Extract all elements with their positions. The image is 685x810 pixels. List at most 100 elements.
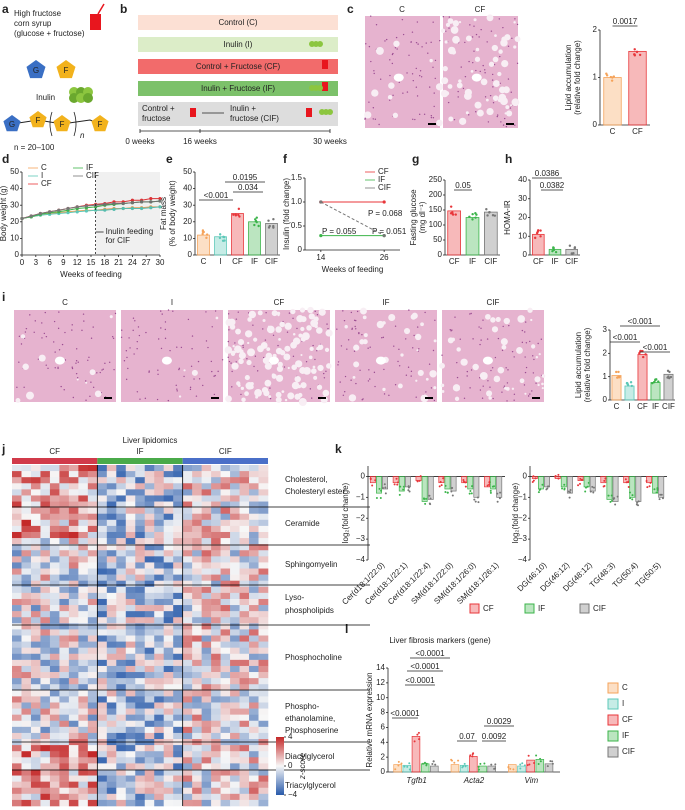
micrograph-texture	[486, 41, 488, 43]
data-point	[425, 762, 428, 765]
micrograph-texture	[191, 348, 193, 350]
micrograph-texture	[513, 356, 515, 358]
bar	[583, 476, 590, 488]
heatmap-cell	[182, 799, 193, 807]
lipid-droplet	[325, 329, 333, 337]
data-point	[103, 208, 107, 212]
legend-swatch	[469, 603, 480, 614]
heatmap-cell	[239, 775, 250, 782]
heatmap-cell	[201, 757, 212, 764]
heatmap-cell	[192, 647, 202, 655]
heatmap-cell	[40, 769, 51, 776]
lipid-droplet	[530, 318, 533, 322]
heatmap-cell	[59, 580, 70, 588]
micrograph-texture	[33, 331, 35, 333]
heatmap-cell	[173, 720, 183, 728]
lipid-droplet	[109, 315, 113, 319]
data-point	[375, 496, 378, 499]
lipid-droplet	[448, 116, 454, 122]
data-point	[474, 216, 477, 219]
bar	[450, 476, 457, 492]
heatmap-cell	[230, 611, 240, 618]
heatmap-cell	[87, 793, 98, 801]
heatmap-cell	[30, 544, 41, 551]
lipid-droplet	[306, 325, 312, 331]
heatmap-cell	[59, 471, 70, 478]
data-point	[614, 503, 617, 506]
heatmap-cell	[220, 562, 231, 569]
heatmap-cell	[220, 465, 231, 472]
micrograph-texture	[160, 310, 162, 312]
heatmap-cell	[201, 501, 212, 508]
heatmap-cell	[239, 471, 250, 478]
heatmap-cell	[258, 745, 269, 752]
group-name: Control (C)	[218, 18, 257, 27]
data-point	[563, 488, 566, 491]
heatmap-cell	[106, 623, 117, 630]
panel-label: d	[2, 152, 9, 166]
data-point	[463, 762, 466, 765]
heatmap-cell	[230, 519, 240, 527]
heatmap-cell	[106, 665, 117, 673]
micrograph-texture	[432, 21, 434, 23]
bar	[382, 476, 388, 490]
micrograph-texture	[401, 18, 404, 21]
heatmap-cell	[12, 598, 22, 606]
heatmap-title: Liver lipidomics	[123, 436, 178, 445]
heatmap-cell	[211, 513, 221, 521]
y-tick-label: −2	[356, 513, 366, 522]
heatmap-cell	[135, 720, 146, 728]
heatmap-cell	[239, 793, 250, 801]
micrograph-texture	[398, 81, 400, 84]
data-point	[523, 764, 526, 767]
micrograph-texture	[501, 349, 504, 352]
x-axis-label: Weeks of feeding	[322, 265, 384, 274]
heatmap-cell	[30, 574, 41, 581]
heatmap-cell	[144, 745, 155, 752]
data-point	[407, 489, 410, 492]
micrograph-texture	[405, 338, 407, 340]
y-tick-label: −1	[356, 492, 366, 501]
heatmap-cell	[239, 605, 250, 612]
data-point	[655, 491, 658, 494]
lipid-droplet	[524, 392, 527, 395]
heatmap-cell	[211, 586, 221, 594]
heatmap-cell	[182, 501, 193, 508]
heatmap-cell	[144, 556, 155, 563]
heatmap-cell	[125, 647, 136, 655]
micrograph-texture	[355, 319, 357, 322]
heatmap-cell	[40, 483, 51, 490]
heatmap-cell	[230, 653, 240, 661]
micrograph-texture	[484, 96, 487, 98]
heatmap-cell	[21, 775, 32, 782]
heatmap-cell	[116, 611, 127, 618]
heatmap-cell	[68, 513, 79, 521]
micrograph-texture	[373, 371, 376, 374]
data-point	[554, 250, 558, 254]
data-point	[382, 234, 386, 238]
heatmap-cell	[12, 720, 22, 728]
fructose-shape	[91, 115, 109, 132]
data-point	[532, 475, 535, 478]
heatmap-cell	[144, 519, 155, 527]
heatmap-cell	[97, 799, 108, 807]
data-point	[379, 497, 382, 500]
heatmap-cell	[12, 745, 22, 752]
heatmap-cell	[78, 598, 89, 606]
heatmap-cell	[249, 702, 259, 709]
heatmap-cell	[116, 720, 127, 728]
micrograph-texture	[469, 387, 471, 389]
micrograph-texture	[418, 348, 420, 350]
lipid-droplet	[513, 21, 516, 24]
data-point	[477, 765, 480, 768]
data-point	[491, 485, 494, 488]
heatmap-cell	[87, 708, 98, 715]
heatmap-cell	[12, 586, 22, 594]
heatmap-cell	[87, 556, 98, 563]
data-point	[649, 481, 652, 484]
heatmap-cell	[163, 586, 174, 594]
heatmap-cell	[192, 538, 202, 545]
timepoint: 0 weeks	[125, 137, 154, 146]
heatmap-cell	[258, 623, 269, 630]
colorbar-label: z-score	[298, 752, 307, 780]
